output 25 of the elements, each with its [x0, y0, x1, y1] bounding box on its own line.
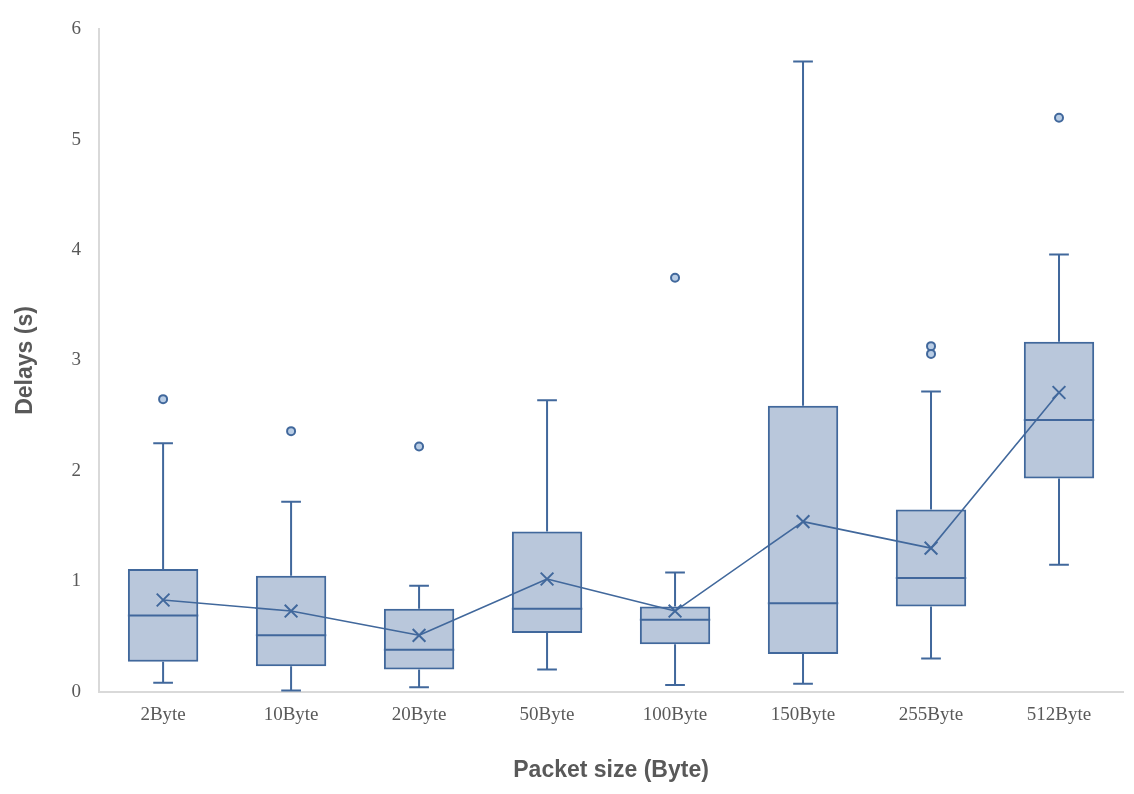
x-tick-label: 2Byte [140, 702, 186, 724]
y-tick-label: 4 [71, 238, 82, 260]
point [411, 627, 427, 643]
y-tick-label: 6 [71, 17, 82, 39]
x-tick-label: 20Byte [391, 702, 447, 724]
point [667, 603, 683, 619]
x-tick-label: 50Byte [519, 702, 575, 724]
x-tick-label: 512Byte [1026, 702, 1092, 724]
point [923, 540, 939, 556]
y-tick-label: 0 [71, 679, 82, 701]
y-axis-title: Delays (s) [11, 306, 38, 415]
x-tick-label: 150Byte [770, 702, 836, 724]
y-tick-label: 5 [71, 127, 82, 149]
point [283, 603, 299, 619]
point [539, 571, 555, 587]
x-tick-label: 255Byte [898, 702, 964, 724]
point [1051, 385, 1067, 400]
x-axis-title: Packet size (Byte) [513, 755, 709, 782]
y-tick-label: 2 [71, 458, 82, 480]
point [155, 592, 171, 608]
point [795, 514, 811, 529]
x-tick-label: 10Byte [263, 702, 319, 724]
y-tick-label: 1 [71, 569, 82, 591]
y-tick-label: 3 [71, 348, 82, 370]
x-tick-label: 100Byte [642, 702, 708, 724]
